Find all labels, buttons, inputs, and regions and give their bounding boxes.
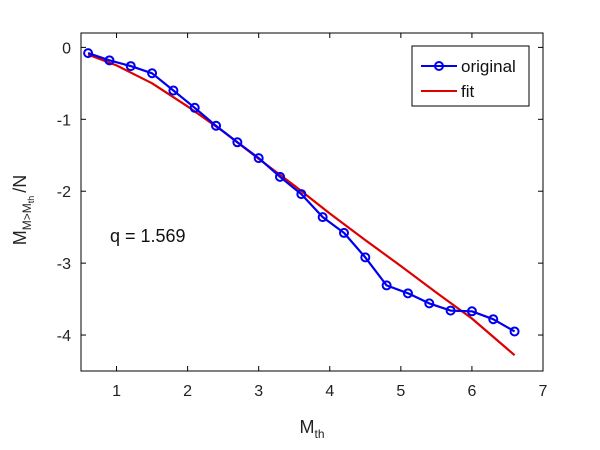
series-original-line xyxy=(87,52,516,333)
series-original-point xyxy=(83,48,94,59)
y-axis-label-subsub: th xyxy=(26,196,36,204)
y-axis-label-sub: M>M xyxy=(20,203,34,230)
series-original-point xyxy=(275,171,286,182)
legend-original-marker xyxy=(434,61,444,71)
series-original-point xyxy=(381,280,392,291)
series-original-point xyxy=(147,68,158,79)
x-axis-label-base: M xyxy=(299,417,314,437)
series-original-point xyxy=(104,55,115,66)
legend-box xyxy=(411,45,530,107)
series-original-point xyxy=(424,298,435,309)
y-tick-label: -3 xyxy=(57,256,71,273)
series-original-point xyxy=(211,120,222,131)
q-annotation: q = 1.569 xyxy=(110,226,186,246)
x-tick-label: 5 xyxy=(396,383,405,400)
legend: original fit xyxy=(411,45,530,107)
series-original-point xyxy=(189,102,200,113)
x-tick-label: 1 xyxy=(112,383,121,400)
x-tick-label: 2 xyxy=(183,383,192,400)
series-original-point xyxy=(488,314,499,325)
legend-fit-label: fit xyxy=(461,82,475,101)
y-tick-label: -4 xyxy=(57,328,71,345)
series-original-point xyxy=(466,306,477,317)
series-original-point xyxy=(338,227,349,238)
x-tick-label: 6 xyxy=(467,383,476,400)
y-axis-label: MM>Mth/N xyxy=(10,175,36,246)
series-original-point xyxy=(232,137,243,148)
x-axis-label-sub: th xyxy=(314,427,324,441)
y-axis-label-suffix: /N xyxy=(10,175,30,193)
y-axis-label-base: M xyxy=(10,230,30,245)
series-fit-line xyxy=(87,53,516,357)
series-original-point xyxy=(317,212,328,223)
series-original-point xyxy=(253,153,264,164)
plot-frame xyxy=(80,32,544,372)
x-tick-label: 4 xyxy=(325,383,334,400)
series-original-point xyxy=(402,288,413,299)
series-original-point xyxy=(445,305,456,316)
x-axis-label: Mth xyxy=(299,417,324,441)
y-tick-label: 0 xyxy=(62,40,71,57)
y-tick-label: -1 xyxy=(57,112,71,129)
series-original-point xyxy=(296,189,307,200)
series-original-point xyxy=(360,252,371,263)
series-original-point xyxy=(125,61,136,72)
y-tick-label: -2 xyxy=(57,184,71,201)
x-tick-label: 3 xyxy=(254,383,263,400)
series-original-point xyxy=(509,326,520,337)
x-tick-label: 7 xyxy=(539,383,548,400)
series-original-point xyxy=(168,85,179,96)
legend-original-label: original xyxy=(461,57,516,76)
